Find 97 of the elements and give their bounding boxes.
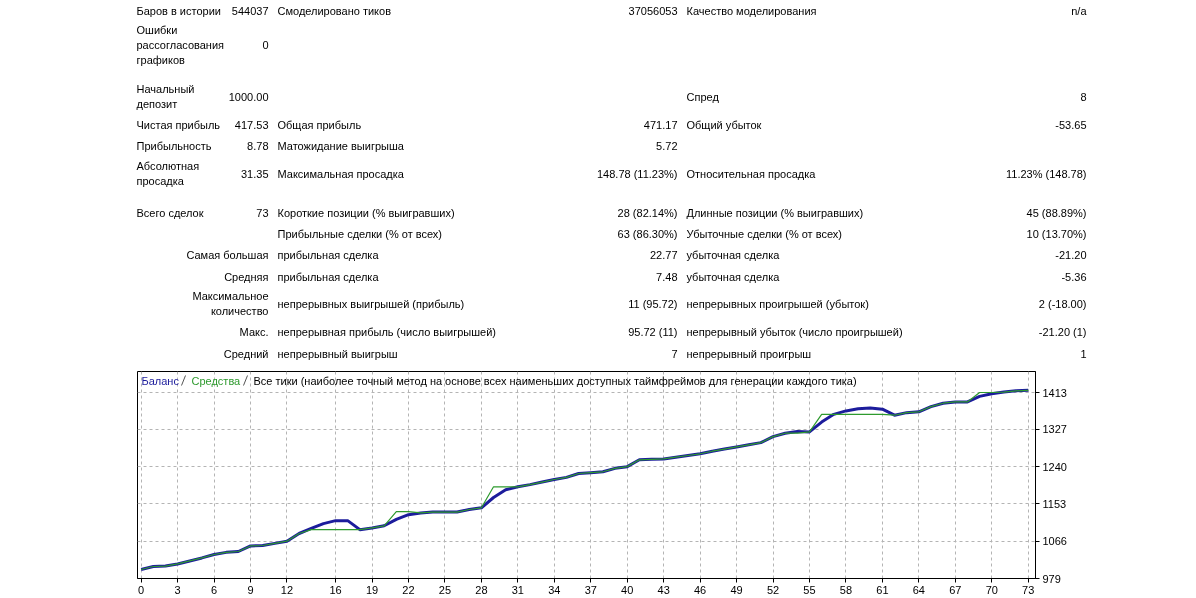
text: непрерывных проигрышей (убыток) xyxy=(686,297,869,310)
x-tick-label: 55 xyxy=(803,583,816,596)
y-tick-label: 1327 xyxy=(1042,423,1067,436)
text: Матожидание выигрыша xyxy=(277,139,405,152)
x-tick-label: 16 xyxy=(329,583,342,596)
text: убыточная сделка xyxy=(686,270,781,283)
text: -53.65 xyxy=(1055,118,1087,131)
text: 11.23% (148.78) xyxy=(1005,167,1087,180)
text: 63 (86.30%) xyxy=(617,227,678,240)
text: 31.35 xyxy=(240,167,269,180)
x-tick-label: 52 xyxy=(766,583,780,596)
text: непрерывный убыток (число проигрышей) xyxy=(686,325,903,338)
y-tick-label: 979 xyxy=(1042,572,1061,585)
text: Ошибки рассогласования графиков xyxy=(136,23,225,66)
x-tick-label: 58 xyxy=(839,583,853,596)
text: 7.48 xyxy=(656,270,678,283)
text: Чистая прибыль xyxy=(136,118,221,131)
text: 11 (95.72) xyxy=(628,297,678,310)
x-tick-label: 22 xyxy=(402,583,415,596)
x-tick-label: 3 xyxy=(174,583,181,596)
text: 8.78 xyxy=(247,139,269,152)
text: Общий убыток xyxy=(686,118,762,131)
text: 10 (13.70%) xyxy=(1026,227,1087,240)
text: -21.20 xyxy=(1055,248,1087,261)
text: 0 xyxy=(262,38,269,51)
text: 148.78 (11.23%) xyxy=(596,167,678,180)
y-tick-label: 1066 xyxy=(1042,535,1067,548)
x-tick-label: 70 xyxy=(985,583,998,596)
text: Максимальное количество xyxy=(192,290,269,317)
text: 37056053 xyxy=(628,4,678,17)
text: 1000.00 xyxy=(228,90,269,103)
x-tick-label: 67 xyxy=(949,583,962,596)
text: Длинные позиции (% выигравших) xyxy=(686,206,864,219)
text: 45 (88.89%) xyxy=(1026,206,1087,219)
text: Короткие позиции (% выигравших) xyxy=(277,206,455,219)
x-tick-label: 34 xyxy=(548,583,561,596)
chart-title: Все тики (наиболее точный метод на основе всех наименьших доступных таймфреймов для генерации каждого тика) xyxy=(253,374,857,387)
text: 1 xyxy=(1080,347,1087,360)
text: Средний xyxy=(223,347,269,360)
text: непрерывных выигрышей (прибыль) xyxy=(277,297,465,310)
x-tick-label: 49 xyxy=(730,583,743,596)
text: Всего сделок xyxy=(136,206,204,219)
text: Средняя xyxy=(224,270,269,283)
text: прибыльная сделка xyxy=(277,270,380,283)
text: Прибыльные сделки (% от всех) xyxy=(277,227,443,240)
text: 22.77 xyxy=(649,248,678,261)
x-tick-label: 19 xyxy=(365,583,379,596)
text: Баланс xyxy=(141,374,180,387)
text: Средства xyxy=(191,374,242,387)
x-tick-label: 28 xyxy=(475,583,488,596)
y-tick-label: 1413 xyxy=(1042,386,1067,399)
text: Спред xyxy=(686,90,720,103)
text: Самая большая xyxy=(186,248,269,261)
text: Баров в истории xyxy=(136,4,221,17)
text: 471.17 xyxy=(643,118,678,131)
text: Абсолютная просадка xyxy=(136,160,200,187)
text: 28 (82.14%) xyxy=(617,206,678,219)
x-tick-label: 43 xyxy=(657,583,670,596)
text: 5.72 xyxy=(656,139,678,152)
x-tick-label: 40 xyxy=(621,583,634,596)
x-tick-label: 64 xyxy=(912,583,925,596)
x-tick-label: 6 xyxy=(211,583,218,596)
text: Максимальная просадка xyxy=(277,167,405,180)
x-tick-label: 46 xyxy=(694,583,707,596)
y-tick-label: 1240 xyxy=(1042,460,1067,473)
text: 544037 xyxy=(231,4,269,17)
text: непрерывный проигрыш xyxy=(686,347,812,360)
text: 8 xyxy=(1080,90,1087,103)
text: прибыльная сделка xyxy=(277,248,380,261)
x-tick-label: 0 xyxy=(138,583,145,596)
text: -21.20 (1) xyxy=(1038,325,1087,338)
text: 2 (-18.00) xyxy=(1038,297,1087,310)
text: Общая прибыль xyxy=(277,118,362,131)
x-tick-label: 25 xyxy=(438,583,452,596)
x-tick-label: 31 xyxy=(511,583,524,596)
x-tick-label: 12 xyxy=(280,583,294,596)
x-tick-label: 73 xyxy=(1022,583,1035,596)
text: Начальный депозит xyxy=(136,83,195,110)
text: непрерывная прибыль (число выигрышей) xyxy=(277,325,497,338)
text: n/a xyxy=(1071,4,1088,17)
text: непрерывный выигрыш xyxy=(277,347,398,360)
text: Относительная просадка xyxy=(686,167,817,180)
x-tick-label: 37 xyxy=(584,583,597,596)
text: Смоделировано тиков xyxy=(277,4,392,17)
text: Макс. xyxy=(239,325,269,338)
text: 7 xyxy=(671,347,678,360)
text: Качество моделирования xyxy=(686,4,817,17)
text: Убыточные сделки (% от всех) xyxy=(686,227,842,240)
text: 95.72 (11) xyxy=(628,325,678,338)
text: 73 xyxy=(256,206,269,219)
x-tick-label: 61 xyxy=(876,583,889,596)
text: 417.53 xyxy=(234,118,269,131)
text: убыточная сделка xyxy=(686,248,781,261)
y-tick-label: 1153 xyxy=(1042,497,1067,510)
x-tick-label: 9 xyxy=(247,583,254,596)
text: Прибыльность xyxy=(136,139,212,152)
text: -5.36 xyxy=(1061,270,1087,283)
